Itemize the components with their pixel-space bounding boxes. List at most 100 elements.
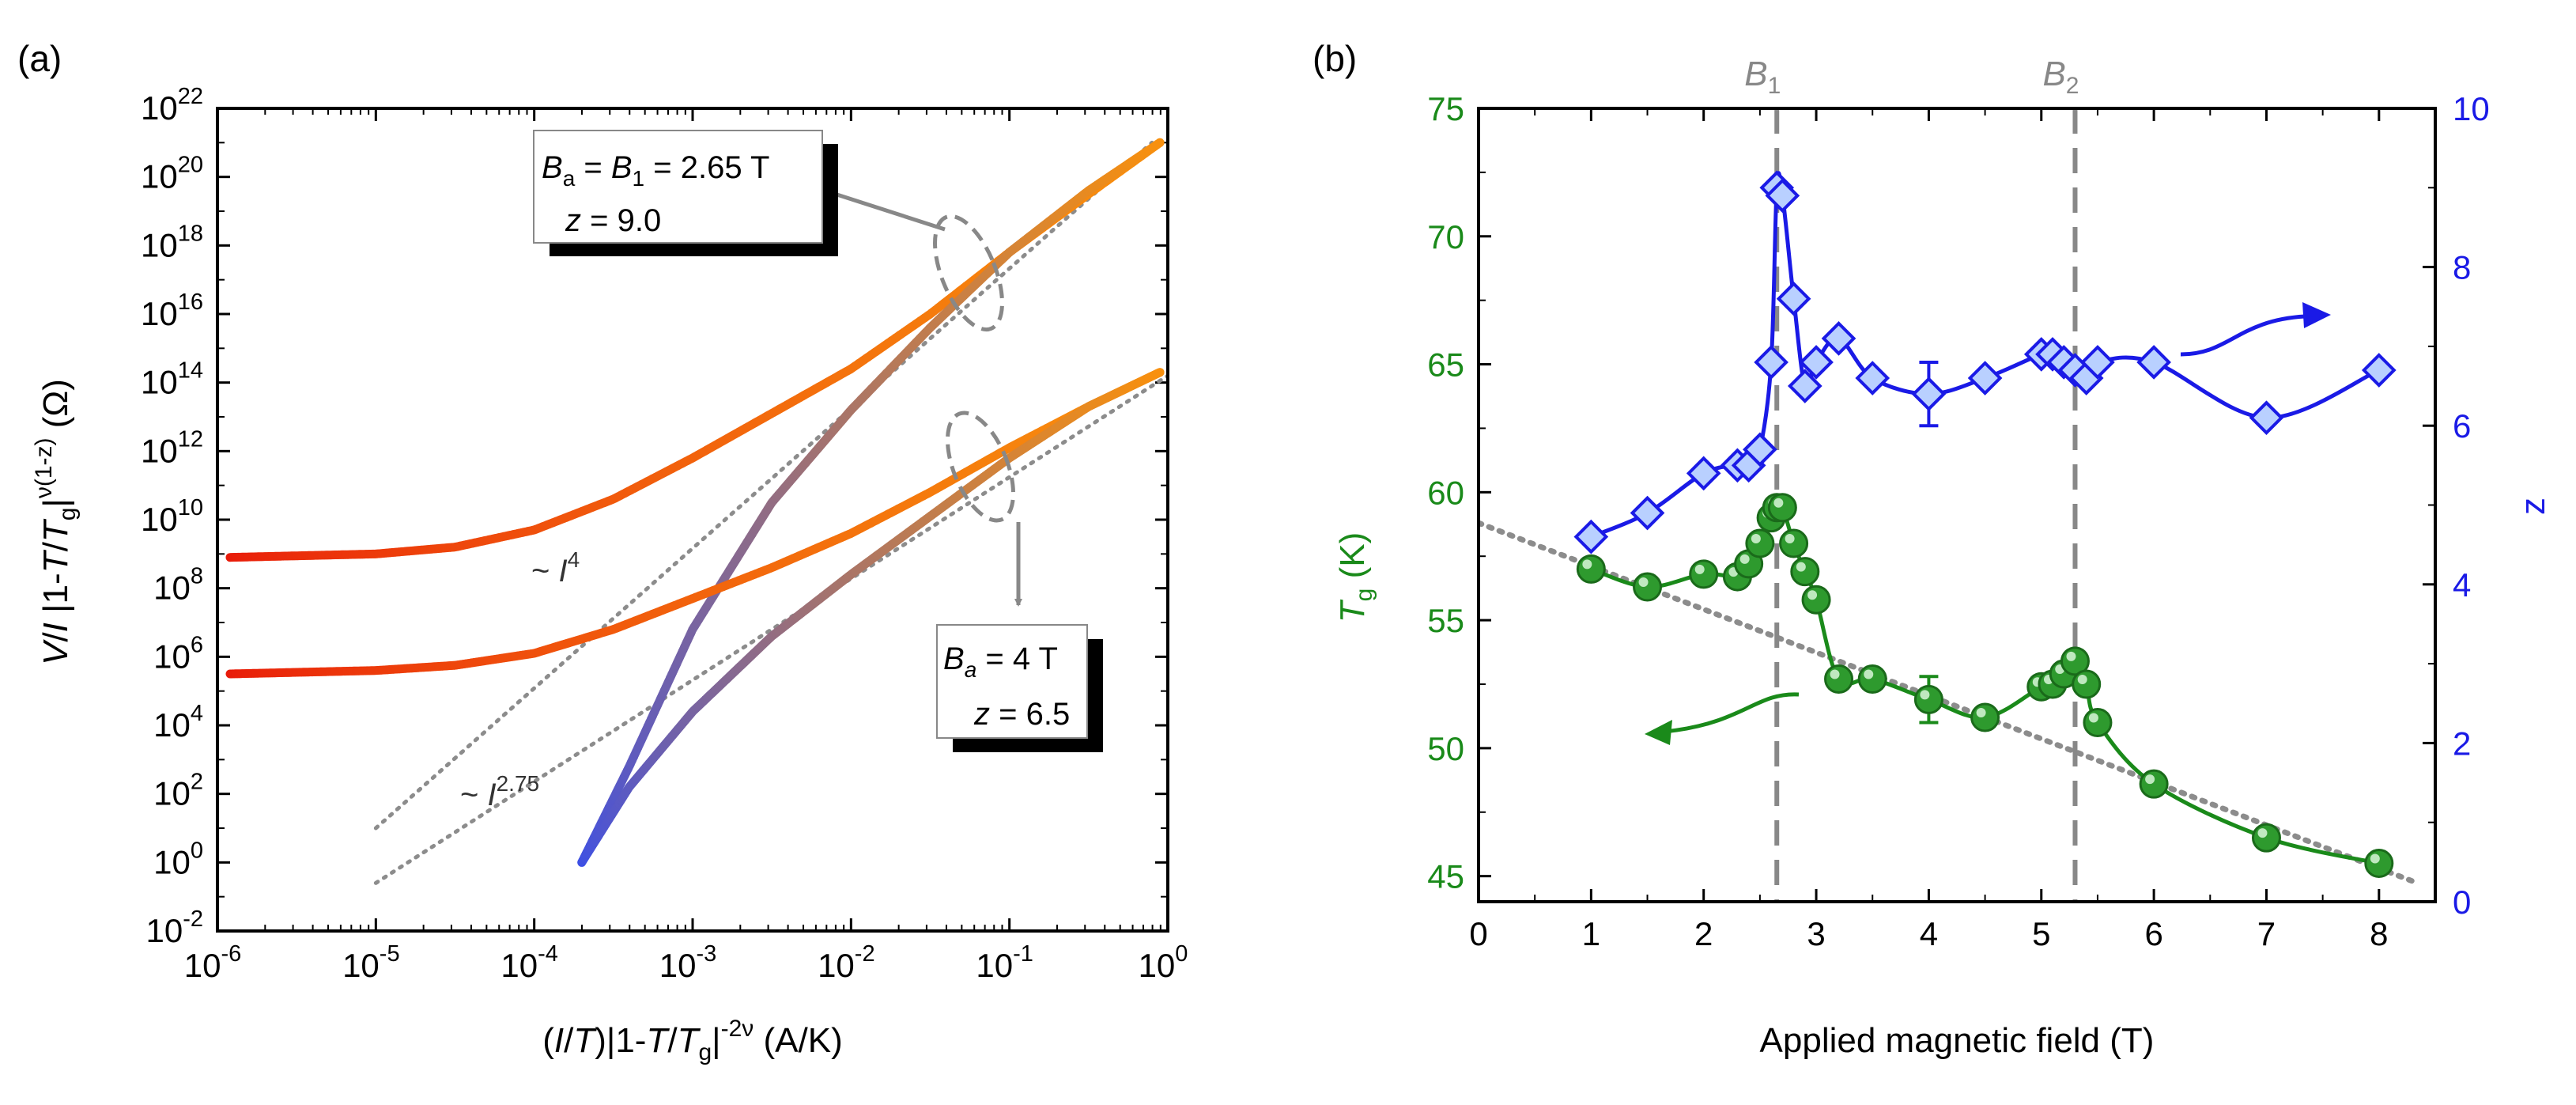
y-tick-label: 1020 [141,153,203,195]
bx-tick-label: 0 [1469,915,1487,952]
ellipse-marker-2 [946,411,1015,523]
axis-b-ticks [1477,107,2436,903]
z-marker [1787,369,1822,403]
y-tick-label: 10-2 [145,906,203,949]
bx-tick-label: 6 [2144,915,2162,952]
tg-marker [1913,684,1943,714]
annotation-box-2-line1: Ba = 4 T [943,641,1058,682]
by-left-tick-label: 65 [1427,346,1464,384]
tg-marker-highlight [2088,713,2098,723]
panel-b-series [1573,170,2397,878]
bx-tick-label: 2 [1694,915,1713,952]
bx-tick-label: 5 [2032,915,2050,952]
z-marker [1821,321,1856,356]
axis-a-frame [216,107,1169,933]
z-marker [2136,345,2171,380]
tg-marker-highlight [1976,708,1986,718]
by-right-tick-label: 8 [2453,249,2471,286]
y-tick-label: 108 [153,564,203,607]
tg-marker-highlight [2145,774,2155,785]
annotation-box-1-line2: z = 9.0 [565,203,661,238]
bx-tick-label: 8 [2370,915,2388,952]
tg-marker-highlight [1796,562,1806,572]
tg-marker-highlight [2370,853,2380,864]
tg-marker [2083,708,2113,738]
z-marker [1743,432,1777,467]
vline-label: B1 [1744,55,1781,99]
x-tick-label: 10-6 [184,941,242,984]
tg-marker [1576,554,1606,584]
series-a-2 [225,368,1165,679]
y-tick-label: 1018 [141,221,203,263]
bx-tick-label: 4 [1920,915,1938,952]
axis-b-frame [1477,107,2437,903]
ellipse-marker-1 [933,214,1004,332]
by-left-tick-label: 50 [1427,730,1464,767]
by-left-tick-label: 55 [1427,602,1464,639]
x-tick-label: 10-5 [342,941,400,984]
bx-tick-label: 7 [2257,915,2276,952]
z-marker [1765,178,1800,214]
annotation-box-1 [533,130,823,244]
y-tick-label: 106 [153,632,203,675]
series-a-3 [577,368,1165,867]
tg-marker [1824,664,1854,694]
vline-label: B2 [2042,55,2079,99]
reference-vline-labels: B1 B2 [1744,55,2079,99]
axis-a-ticks [216,107,1169,933]
guide-label-i275: ~ I2.75 [460,771,539,812]
arrow-to-right-axis [2180,314,2306,357]
x-tick-label: 10-4 [500,941,558,984]
axis-a-ylabel: V/I |1-T/Tg|ν(1-z) (Ω) [31,379,81,665]
tg-marker [1970,702,2000,732]
tg-marker [1790,557,1820,587]
by-right-tick-label: 4 [2453,566,2471,604]
series-line-Tg [1590,502,2380,865]
tg-marker-highlight [1773,498,1784,508]
x-tick-label: 100 [1139,941,1188,984]
by-left-tick-label: 45 [1427,858,1464,895]
annotation-box-2-line2: z = 6.5 [973,697,1070,732]
tg-marker-highlight [2077,674,2087,684]
z-marker [1911,377,1947,411]
tg-marker [1801,585,1831,615]
z-marker [1754,345,1788,380]
tg-marker-highlight [1785,534,1795,544]
by-right-tick-label: 6 [2453,407,2471,445]
tg-marker-highlight [1638,577,1649,588]
tg-marker-highlight [1807,590,1818,600]
arrow-to-box1 [821,187,946,232]
z-marker [2361,353,2397,388]
by-left-tick-label: 75 [1427,90,1464,127]
tg-marker-highlight [1739,554,1750,564]
axis-a-xlabel: (I/T)|1-T/Tg|-2ν (A/K) [542,1016,843,1065]
bx-tick-label: 1 [1582,915,1600,952]
x-tick-label: 10-3 [659,941,717,984]
z-marker [1855,361,1890,395]
z-marker [1967,361,2003,395]
bx-tick-label: 3 [1807,915,1825,952]
panel-a-label: (a) [17,38,62,79]
reference-vlines [1774,108,2078,902]
arrow-to-right-axis-head [2302,302,2331,328]
tg-marker [2139,769,2169,799]
z-marker [1573,519,1609,554]
annotation-box-2 [936,624,1088,739]
tg-marker [1745,528,1775,558]
by-right-tick-label: 0 [2453,884,2471,921]
tg-marker-highlight [1694,564,1705,574]
tg-marker [1767,493,1797,523]
tg-marker [2072,669,2102,699]
y-tick-label: 1010 [141,495,203,538]
panel-a-series [225,138,1165,867]
by-right-tick-label: 10 [2453,90,2490,127]
guide-label-i4: ~ I4 [531,547,580,588]
tg-marker-highlight [2066,651,2076,661]
tg-marker [2364,848,2394,878]
axis-b-left-label: Tg (K) [1333,532,1377,623]
by-left-tick-label: 60 [1427,474,1464,511]
arrow-to-left-axis [1664,692,1800,734]
x-tick-label: 10-2 [818,941,875,984]
axis-a-tick-labels: 10-6 10-5 10-4 10-3 10-2 10-1 100 10-2 100 102 104… [141,84,1188,984]
